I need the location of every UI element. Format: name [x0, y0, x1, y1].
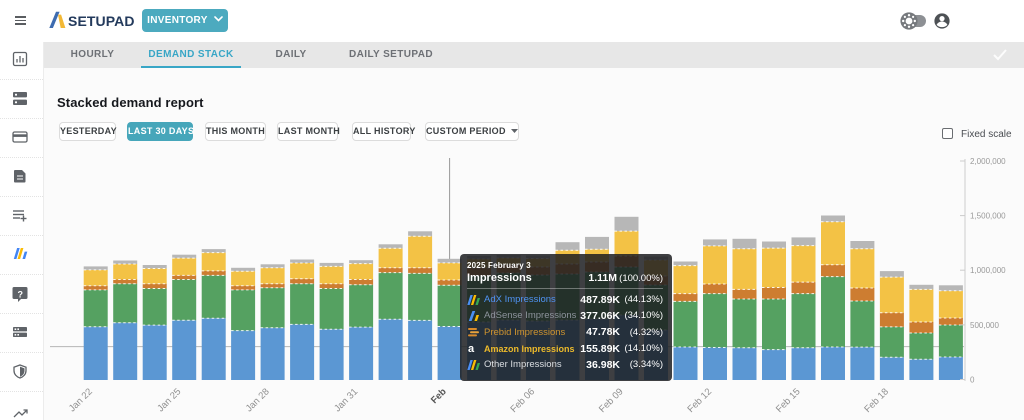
svg-text:Feb 18: Feb 18 [862, 386, 891, 415]
svg-text:Feb 15: Feb 15 [774, 386, 803, 415]
svg-text:?: ? [18, 290, 24, 300]
svg-text:Feb 09: Feb 09 [597, 386, 626, 415]
svg-text:1,500,000: 1,500,000 [970, 212, 1006, 221]
svg-text:Jan 28: Jan 28 [244, 386, 272, 414]
svg-text:2,000,000: 2,000,000 [970, 157, 1006, 166]
svg-text:0: 0 [970, 376, 975, 385]
svg-text:Feb 12: Feb 12 [685, 386, 714, 415]
svg-text:a: a [468, 343, 475, 354]
svg-text:Feb: Feb [429, 386, 449, 406]
svg-text:Feb 06: Feb 06 [508, 386, 537, 415]
svg-text:Jan 25: Jan 25 [155, 386, 183, 414]
svg-text:1,000,000: 1,000,000 [970, 266, 1006, 275]
svg-text:Jan 22: Jan 22 [67, 386, 95, 414]
svg-text:Jan 31: Jan 31 [332, 386, 360, 414]
svg-text:500,000: 500,000 [970, 321, 999, 330]
